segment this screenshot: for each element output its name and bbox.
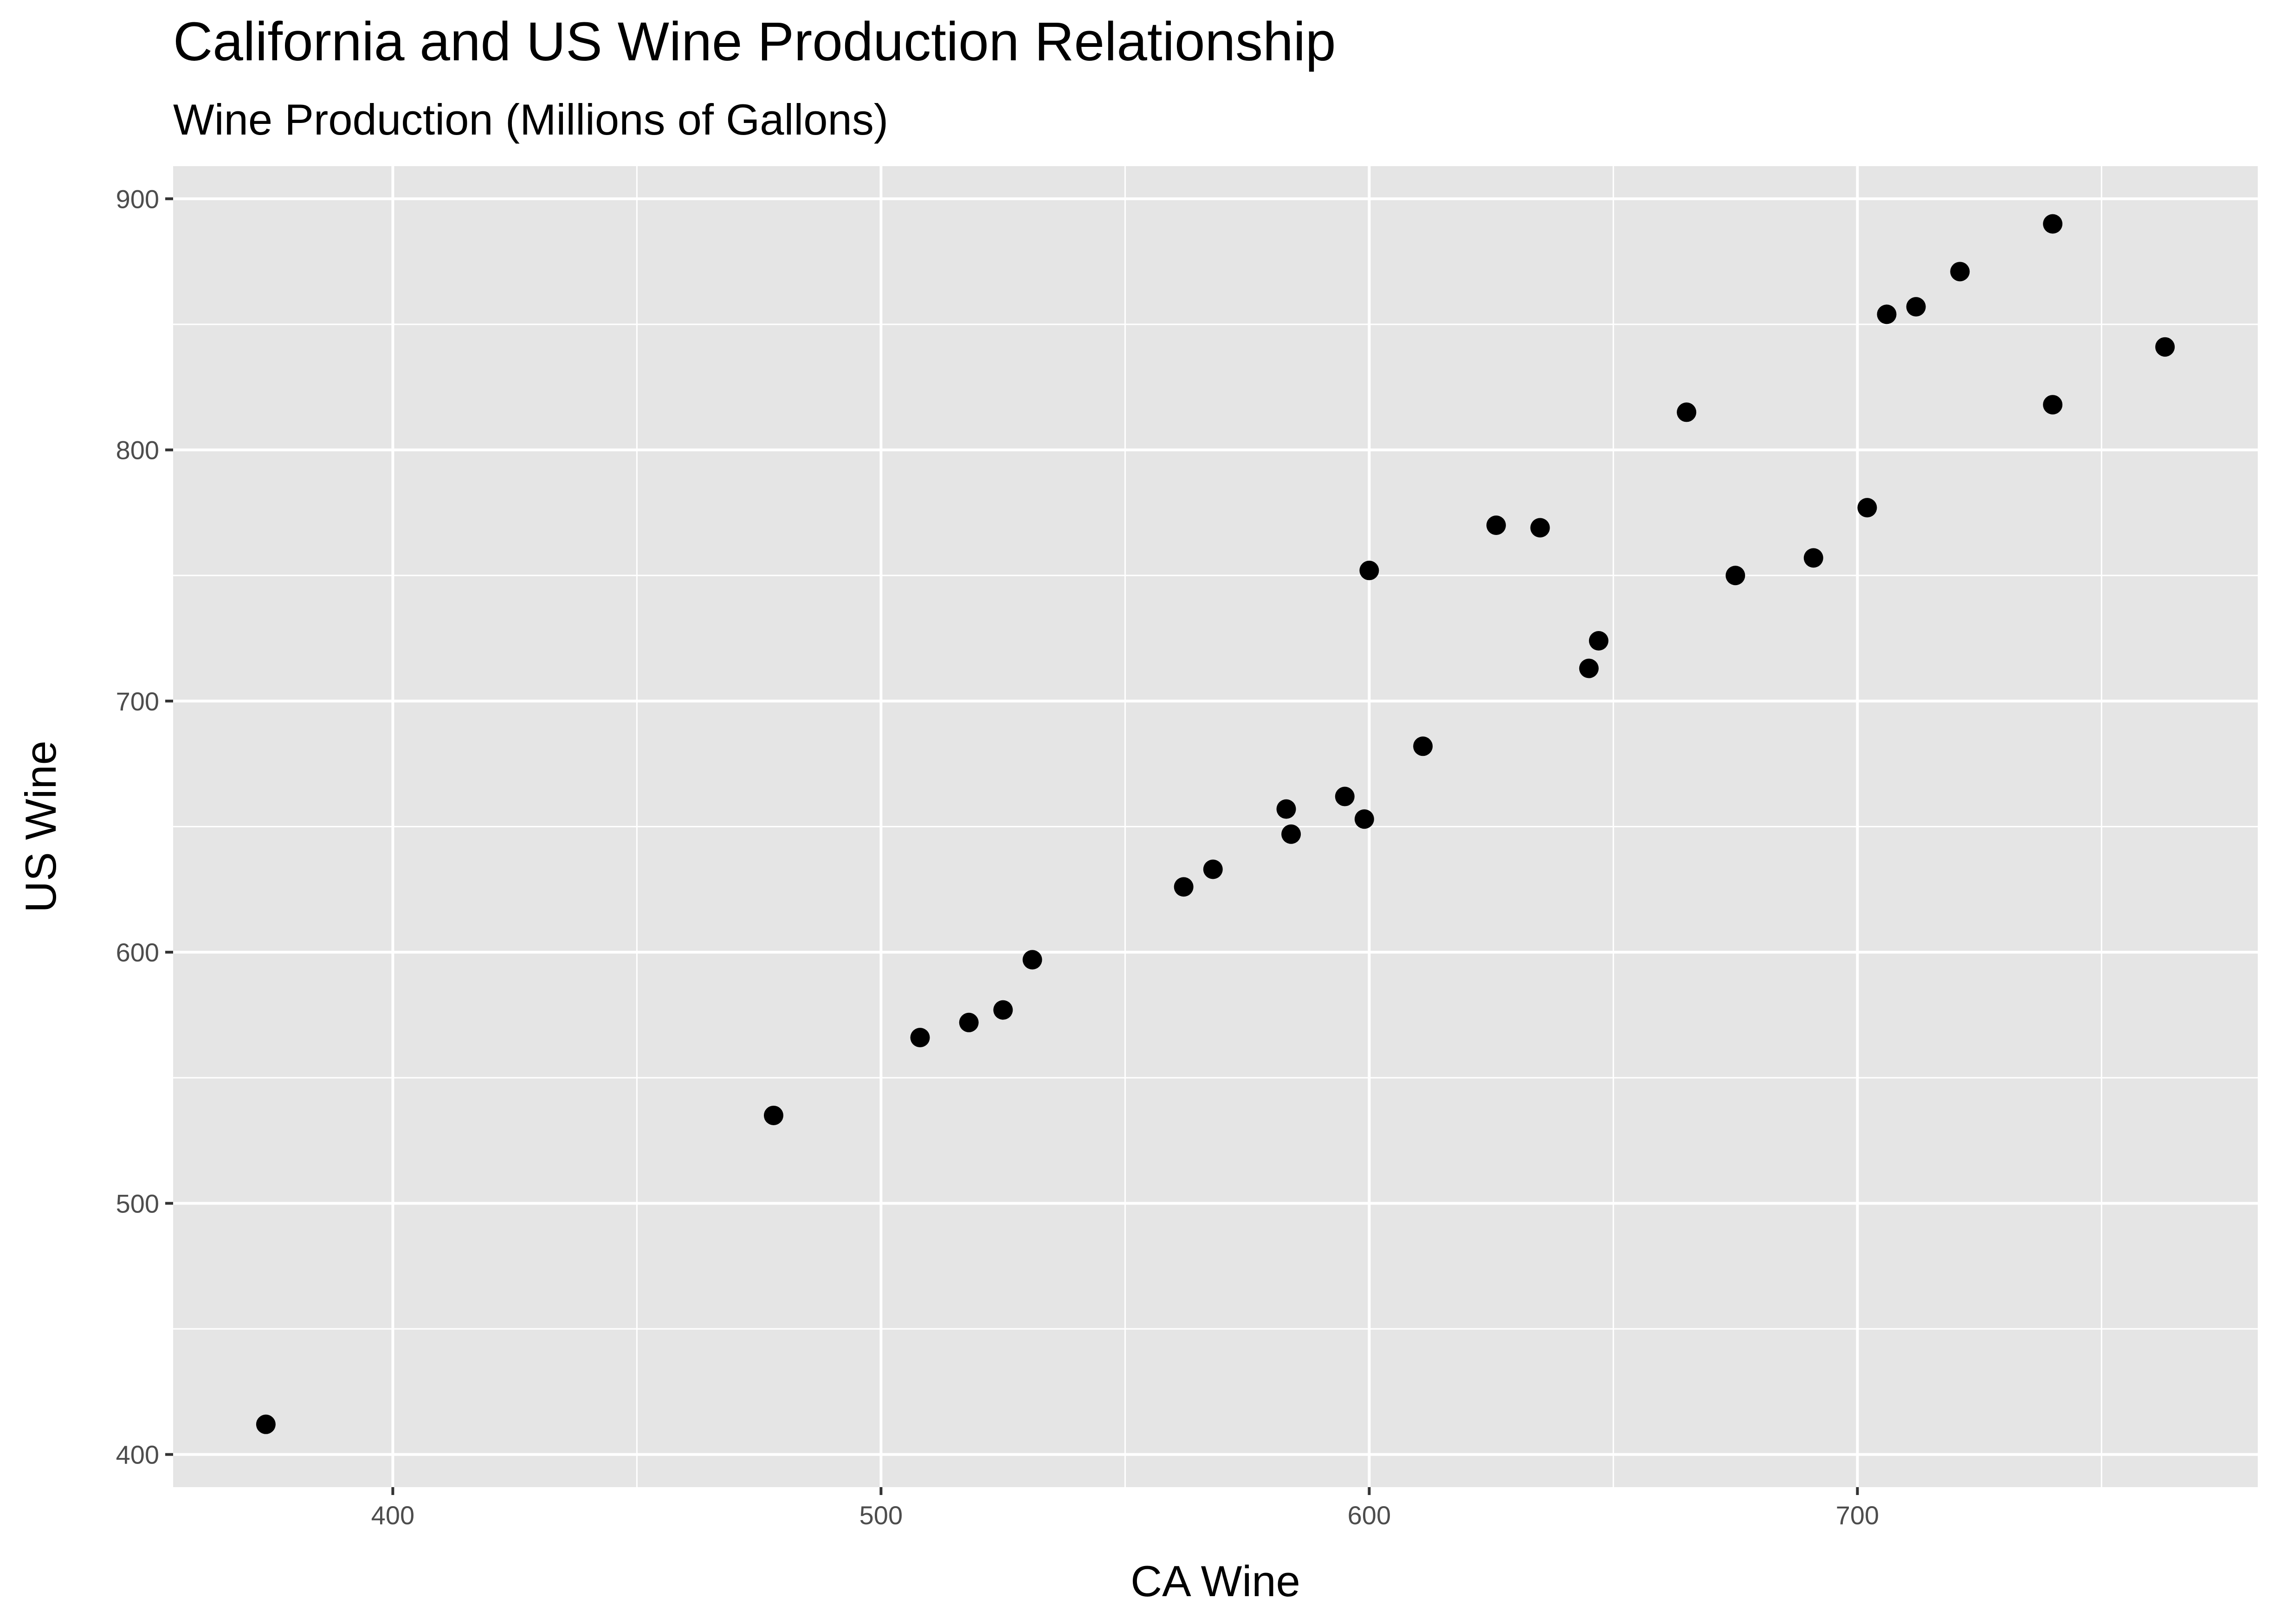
data-point bbox=[2155, 337, 2175, 357]
y-tick-label: 700 bbox=[116, 687, 159, 716]
y-tick-label: 900 bbox=[116, 184, 159, 213]
data-point bbox=[1413, 736, 1433, 756]
y-tick-label: 800 bbox=[116, 436, 159, 465]
data-point bbox=[1203, 859, 1223, 879]
data-point bbox=[1359, 561, 1379, 580]
chart-subtitle: Wine Production (Millions of Gallons) bbox=[173, 95, 888, 144]
data-point bbox=[1335, 786, 1355, 806]
minor-grid-lines bbox=[173, 166, 2258, 1487]
y-axis: 400 500 600 700 800 900 bbox=[116, 184, 173, 1469]
x-tick-label: 700 bbox=[1836, 1501, 1879, 1530]
data-point bbox=[763, 1105, 783, 1125]
data-point bbox=[1022, 950, 1042, 970]
x-tick-label: 600 bbox=[1348, 1501, 1391, 1530]
data-point bbox=[1677, 402, 1697, 422]
data-point bbox=[1354, 809, 1374, 829]
data-point bbox=[1486, 515, 1506, 535]
data-point bbox=[1725, 566, 1745, 586]
major-grid-lines bbox=[173, 166, 2258, 1487]
x-axis-title: CA Wine bbox=[1131, 1557, 1300, 1605]
data-point bbox=[910, 1028, 930, 1048]
data-point bbox=[1857, 498, 1877, 518]
data-point bbox=[1579, 658, 1599, 678]
data-point bbox=[2043, 395, 2063, 415]
data-point bbox=[959, 1012, 979, 1032]
data-point bbox=[256, 1414, 276, 1434]
data-point bbox=[1950, 262, 1970, 282]
data-point bbox=[2043, 214, 2063, 234]
data-point bbox=[1906, 297, 1926, 317]
chart-title: California and US Wine Production Relati… bbox=[173, 11, 1336, 72]
data-point bbox=[1276, 799, 1296, 819]
y-tick-label: 400 bbox=[116, 1440, 159, 1469]
data-point bbox=[1530, 518, 1550, 538]
x-axis: 400 500 600 700 bbox=[371, 1487, 1879, 1530]
data-point bbox=[1589, 631, 1609, 651]
data-point bbox=[1803, 548, 1823, 568]
y-tick-label: 500 bbox=[116, 1189, 159, 1218]
data-point bbox=[993, 1000, 1013, 1020]
x-tick-label: 400 bbox=[371, 1501, 414, 1530]
data-point bbox=[1877, 304, 1897, 324]
data-points bbox=[256, 214, 2175, 1434]
y-tick-label: 600 bbox=[116, 938, 159, 967]
data-point bbox=[1281, 824, 1301, 844]
x-tick-label: 500 bbox=[859, 1501, 903, 1530]
y-axis-title: US Wine bbox=[16, 741, 65, 913]
data-point bbox=[1174, 877, 1194, 897]
